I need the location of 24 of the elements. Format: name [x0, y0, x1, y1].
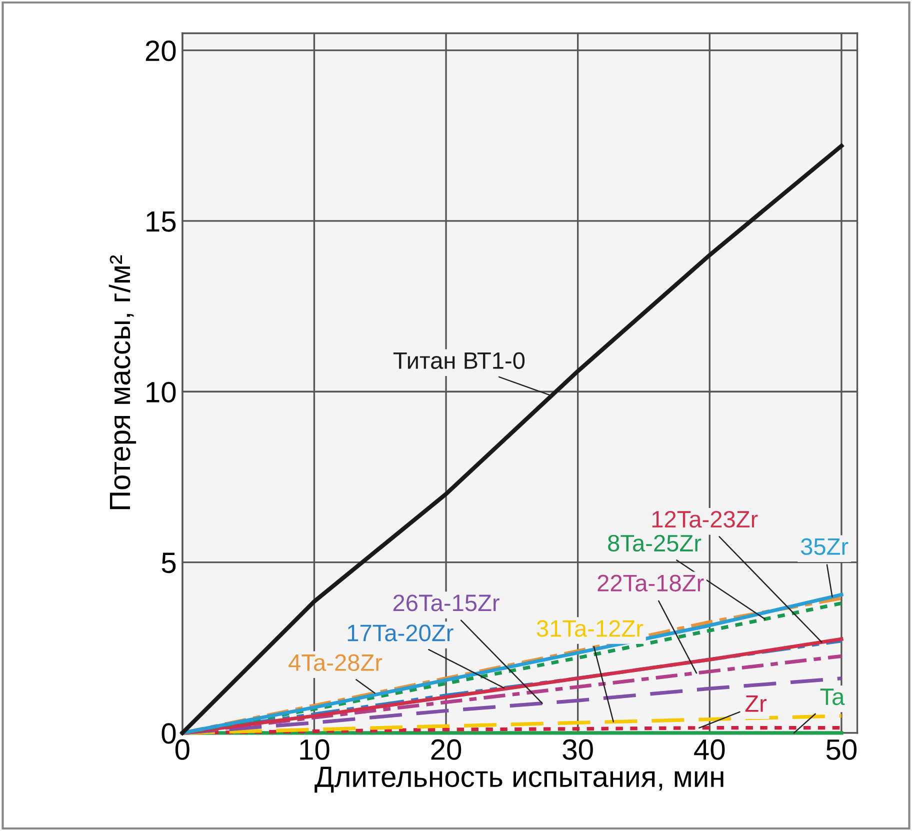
x-tick-label: 0 [175, 739, 190, 760]
text: 17Ta-20Zr [348, 624, 454, 642]
text: 31Ta-12Zr [536, 620, 644, 637]
series-label: Ta [820, 688, 845, 706]
text: 12Ta-23Zr [652, 510, 758, 528]
series-label: Zr [745, 696, 767, 712]
x-tick-label: 30 [562, 739, 593, 760]
y-tick-label: 15 [146, 211, 176, 232]
series-label: Титан ВТ1-0 [393, 352, 525, 369]
text: 8Ta-25Zr [608, 534, 702, 552]
x-tick-label: 50 [826, 739, 857, 760]
y-tick-label: 0 [162, 723, 176, 744]
y-axis-title: Потеря массы, г/м² [108, 255, 136, 510]
x-tick-label: 20 [431, 739, 462, 760]
y-tick-label: 20 [146, 40, 176, 62]
x-tick-label: 10 [300, 739, 330, 760]
y-tick-label: 10 [146, 382, 176, 402]
text: 22Ta-18Zr [598, 574, 704, 592]
x-tick-label: 40 [694, 739, 725, 760]
y-tick-label: 5 [162, 552, 176, 574]
x-axis-title: Длительность испытания, мин [314, 766, 724, 793]
series-label: 35Zr [800, 538, 848, 555]
series-label: 4Ta-28Zr [288, 654, 382, 672]
text: 26Ta-15Zr [393, 594, 500, 612]
